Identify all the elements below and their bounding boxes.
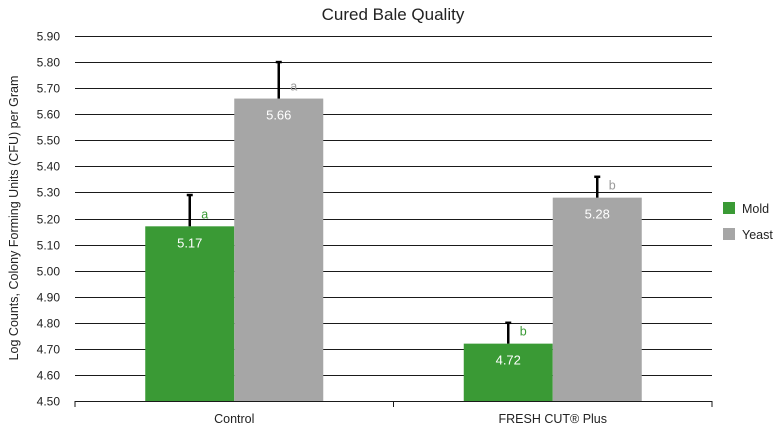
x-tick-labels: Control FRESH CUT® Plus (214, 412, 607, 426)
y-tick-label: 4.60 (37, 369, 61, 383)
y-tick-label: 5.00 (37, 265, 61, 279)
bar (234, 98, 324, 402)
data-label: 5.28 (585, 207, 610, 222)
legend-label: Mold (742, 202, 769, 216)
x-tick-label: Control (214, 412, 254, 426)
y-axis-label: Log Counts, Colony Forming Units (CFU) p… (7, 76, 21, 361)
significance-label: b (609, 179, 616, 193)
significance-label: b (520, 325, 527, 339)
y-tick-label: 5.80 (37, 56, 61, 70)
x-tick-label: FRESH CUT® Plus (498, 412, 607, 426)
y-tick-label: 5.40 (37, 160, 61, 174)
y-tick-label: 5.70 (37, 82, 61, 96)
y-tick-label: 4.50 (37, 395, 61, 409)
significance-label: a (290, 80, 297, 94)
chart-title: Cured Bale Quality (322, 5, 465, 24)
data-label: 4.72 (496, 353, 521, 368)
data-label: 5.66 (266, 108, 291, 123)
y-tick-label: 4.70 (37, 343, 61, 357)
y-tick-labels: 4.50 4.60 4.70 4.80 4.90 5.00 5.10 5.20 5.30 5.40… (37, 30, 61, 409)
y-tick-label: 5.30 (37, 186, 61, 200)
y-tick-label: 4.90 (37, 291, 61, 305)
bar (552, 197, 642, 401)
x-axis (74, 401, 713, 407)
y-tick-label: 5.90 (37, 30, 61, 44)
y-tick-label: 5.60 (37, 108, 61, 122)
bar (145, 226, 235, 401)
bar (463, 343, 553, 401)
significance-label: a (201, 207, 208, 221)
legend-swatch (723, 202, 735, 214)
data-label: 5.17 (177, 235, 202, 250)
y-tick-label: 5.20 (37, 213, 61, 227)
legend-label: Yeast (742, 228, 773, 242)
y-tick-label: 4.80 (37, 317, 61, 331)
bars: 5.17 a 5.66 a 4.72 b 5.28 b (145, 60, 642, 402)
legend-swatch (723, 228, 735, 240)
legend: Mold Yeast (723, 202, 773, 242)
y-tick-label: 5.50 (37, 134, 61, 148)
y-tick-label: 5.10 (37, 239, 61, 253)
